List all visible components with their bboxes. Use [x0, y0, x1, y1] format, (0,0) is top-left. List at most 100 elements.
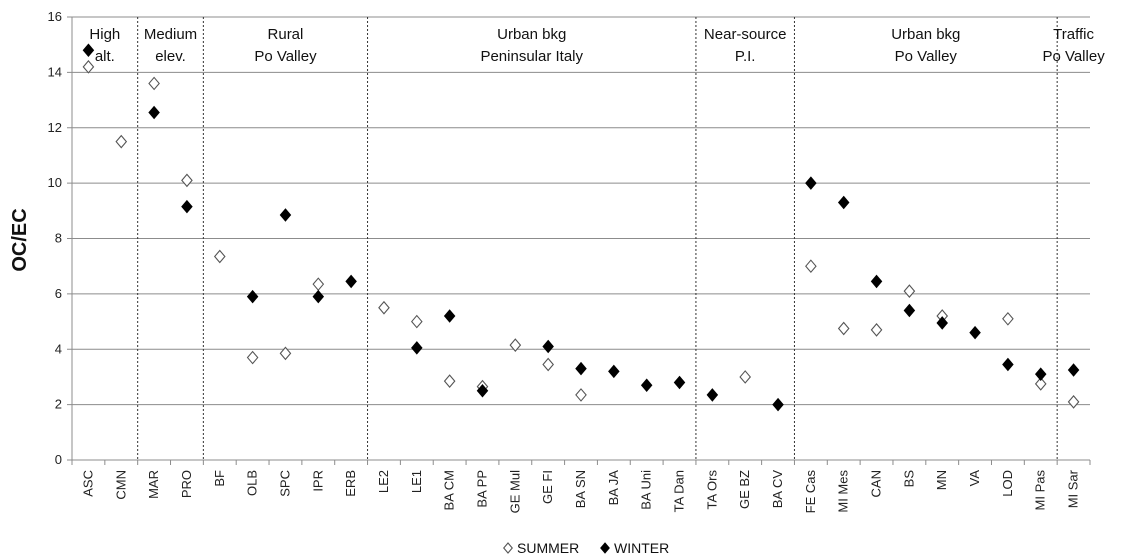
x-label-le1: LE1: [409, 470, 424, 493]
region-label-5-line-1: Po Valley: [895, 48, 958, 65]
point-summer-spc: [279, 346, 292, 361]
region-label-6-line-0: Traffic: [1053, 26, 1094, 43]
point-winter-mn: [936, 316, 948, 330]
x-category-labels: ASC CMN MAR PRO BF OLB SPC IPR ERB LE2 LE1 BA CM BA …: [80, 469, 1080, 513]
legend-winter-marker: [600, 542, 610, 554]
y-tick-labels: 0 2 4 6 8 10 12 14 16: [48, 9, 62, 467]
x-label-ta-ors: TA Ors: [704, 470, 719, 510]
x-label-spc: SPC: [277, 470, 292, 497]
region-label-3-line-1: Peninsular Italy: [480, 48, 583, 65]
point-summer-ba-sn: [575, 388, 587, 402]
point-winter-ba-pp: [476, 384, 489, 398]
point-winter-olb: [246, 289, 259, 304]
region-label-1-line-1: elev.: [155, 48, 186, 65]
point-winter-spc: [279, 208, 292, 222]
x-label-mi-sar: MI Sar: [1066, 469, 1081, 508]
region-separators: [137, 17, 1058, 460]
x-label-le2: LE2: [376, 470, 391, 493]
y-tick-label-4: 4: [55, 341, 62, 356]
point-winter-le1: [411, 341, 423, 355]
point-winter-ta-ors: [706, 388, 719, 402]
point-summer-mar: [148, 76, 160, 91]
x-label-ipr: IPR: [310, 470, 325, 492]
y-tick-label-6: 6: [55, 286, 62, 301]
x-label-can: CAN: [869, 470, 884, 497]
x-label-ba-cv: BA CV: [770, 470, 785, 509]
x-label-ge-mul: GE Mul: [507, 470, 522, 513]
region-label-5-line-0: Urban bkg: [891, 26, 960, 43]
x-label-fe-cas: FE Cas: [803, 470, 818, 514]
y-tick-label-0: 0: [55, 452, 62, 467]
point-summer-can: [870, 323, 883, 337]
point-winter-can: [870, 274, 883, 289]
region-labels: High alt. Medium elev. Rural Po Valley Urban b…: [89, 26, 1105, 65]
x-label-va: VA: [967, 470, 982, 487]
point-summer-le2: [378, 300, 390, 315]
x-label-ta-dan: TA Dan: [672, 470, 687, 512]
point-summer-ge-mul: [509, 338, 522, 352]
point-winter-pro: [181, 199, 193, 214]
point-winter-lod: [1002, 357, 1014, 372]
region-label-3-line-0: Urban bkg: [497, 26, 566, 43]
point-winter-erb: [345, 274, 357, 289]
point-summer-mi-pas: [1034, 377, 1047, 391]
x-label-ba-pp: BA PP: [474, 470, 489, 508]
point-winter-mi-mes: [837, 195, 850, 210]
region-label-2-line-1: Po Valley: [254, 48, 317, 65]
y-tick-label-8: 8: [55, 231, 62, 246]
y-tick-label-2: 2: [55, 397, 62, 412]
x-label-mi-pas: MI Pas: [1033, 470, 1048, 511]
x-label-olb: OLB: [245, 470, 260, 496]
point-winter-asc: [82, 43, 95, 57]
point-summer-bs: [903, 284, 916, 298]
region-label-0-line-0: High: [89, 26, 120, 43]
x-label-bf: BF: [212, 470, 227, 487]
x-label-mi-mes: MI Mes: [836, 470, 851, 513]
point-winter-fe-cas: [805, 176, 817, 190]
point-summer-asc: [82, 59, 95, 74]
y-tick-label-16: 16: [48, 9, 62, 24]
grid-lines: [72, 16, 1090, 406]
point-winter-ba-sn: [575, 361, 587, 376]
legend-winter-label: WINTER: [614, 540, 669, 555]
point-winter-ba-cm: [443, 309, 456, 323]
point-summer-olb: [246, 350, 259, 365]
point-winter-mar: [148, 105, 160, 120]
point-summer-mi-sar: [1067, 395, 1080, 409]
x-label-mar: MAR: [146, 470, 161, 499]
x-label-lod: LOD: [1000, 470, 1015, 497]
legend-summer-label: SUMMER: [517, 540, 579, 555]
point-summer-lod: [1002, 311, 1014, 326]
point-winter-bs: [903, 303, 916, 318]
region-label-2-line-0: Rural: [268, 26, 304, 43]
point-winter-mi-sar: [1067, 363, 1080, 377]
y-tick-label-14: 14: [48, 64, 62, 79]
legend-winter-diamond: [600, 542, 610, 554]
legend-summer-diamond: [503, 542, 513, 554]
point-winter-ipr: [312, 289, 325, 304]
region-label-0-line-1: alt.: [95, 48, 115, 65]
point-summer-cmn: [115, 134, 128, 149]
point-winter-ba-ja: [608, 364, 620, 379]
point-summer-pro: [181, 173, 193, 188]
x-label-ba-ja: BA JA: [606, 470, 621, 506]
x-label-mn: MN: [934, 470, 949, 490]
point-winter-mi-pas: [1034, 367, 1047, 381]
legend-summer-marker: [503, 542, 513, 554]
x-label-ba-sn: BA SN: [573, 470, 588, 508]
x-label-ge-fi: GE FI: [540, 470, 555, 504]
point-summer-ba-cm: [443, 374, 456, 388]
y-axis-label: OC/EC: [9, 208, 31, 271]
point-summer-ge-fi: [542, 357, 554, 372]
point-winter-ba-uni: [640, 378, 653, 393]
data-points: [82, 43, 1080, 412]
point-summer-bf: [213, 249, 226, 264]
x-label-ba-uni: BA Uni: [639, 470, 654, 510]
point-summer-ipr: [312, 277, 325, 292]
region-label-1-line-0: Medium: [144, 26, 197, 43]
point-summer-fe-cas: [805, 259, 817, 274]
point-summer-ge-bz: [739, 370, 752, 384]
point-winter-ba-cv: [772, 397, 784, 412]
x-label-bs: BS: [901, 470, 916, 488]
